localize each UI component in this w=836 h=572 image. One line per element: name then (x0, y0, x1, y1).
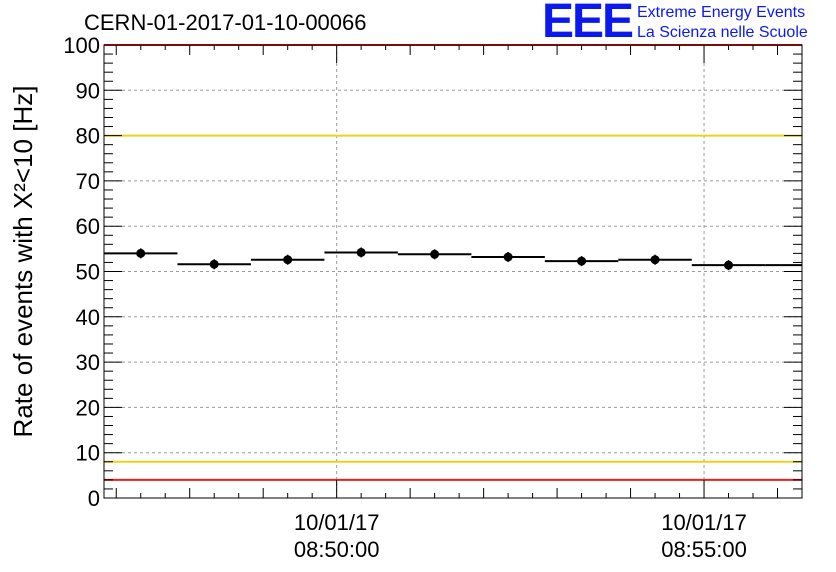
x-tick-label-time: 08:55:00 (661, 537, 747, 562)
x-tick-label-date: 10/01/17 (661, 510, 747, 535)
data-point (724, 260, 734, 270)
x-tick-label-date: 10/01/17 (294, 510, 380, 535)
data-point (430, 249, 440, 259)
data-point (136, 248, 146, 258)
data-point (503, 252, 513, 262)
data-point (209, 259, 219, 269)
data-point (577, 256, 587, 266)
y-tick-label: 90 (76, 78, 100, 103)
y-tick-label: 60 (76, 214, 100, 239)
y-axis-label: Rate of events with X²<10 [Hz] (8, 86, 38, 438)
logo-line2: La Scienza nelle Scuole (637, 24, 808, 41)
data-point (356, 247, 366, 257)
chart-title: CERN-01-2017-01-10-00066 (84, 10, 367, 35)
data-point (283, 255, 293, 265)
y-tick-label: 70 (76, 169, 100, 194)
data-point (650, 255, 660, 265)
y-tick-label: 50 (76, 260, 100, 285)
y-tick-label: 40 (76, 305, 100, 330)
y-tick-label: 20 (76, 395, 100, 420)
logo-mark: EEE (542, 0, 634, 48)
x-tick-label-time: 08:50:00 (294, 537, 380, 562)
y-tick-label: 80 (76, 124, 100, 149)
y-tick-label: 100 (63, 33, 100, 58)
logo-line1: Extreme Energy Events (637, 4, 806, 21)
y-tick-label: 0 (88, 486, 100, 511)
y-tick-label: 10 (76, 441, 100, 466)
y-tick-label: 30 (76, 350, 100, 375)
